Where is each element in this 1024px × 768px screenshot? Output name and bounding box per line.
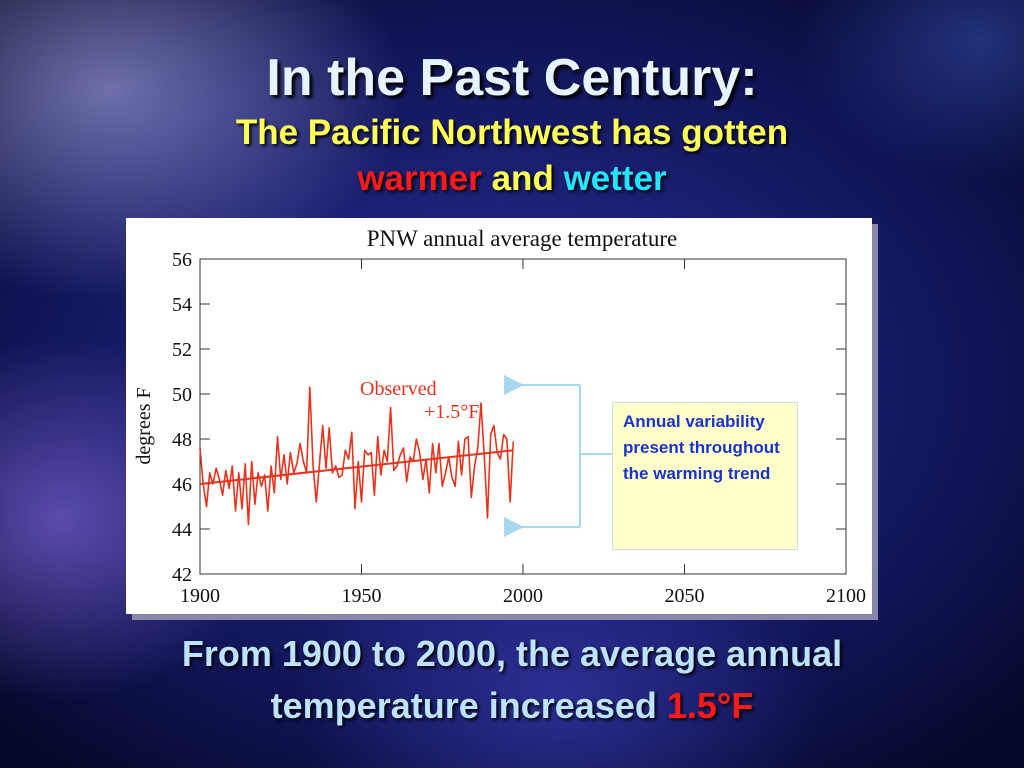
slide-subtitle-line1: The Pacific Northwest has gotten — [235, 113, 789, 152]
x-tick-label: 1950 — [342, 585, 382, 607]
series-line-observed — [199, 386, 515, 526]
trend-line — [199, 449, 514, 485]
x-tick-label: 1900 — [180, 585, 220, 607]
footer-line1: From 1900 to 2000, the average annual — [181, 633, 843, 674]
x-tick-label: 2000 — [503, 585, 543, 607]
chart-title: PNW annual average temperature — [367, 226, 678, 251]
temperature-chart: PNW annual average temperature degrees F… — [133, 226, 866, 607]
series-label-observed: Observed — [360, 378, 437, 400]
footer-line2: temperature increased 1.5°F — [0, 686, 1024, 726]
subtitle-and: and — [491, 159, 554, 198]
y-tick-label: 54 — [172, 294, 192, 316]
subtitle-warmer: warmer — [357, 159, 482, 198]
x-tick-label: 2050 — [665, 585, 705, 607]
footer-highlight: 1.5°F — [666, 685, 754, 726]
y-tick-label: 50 — [172, 384, 192, 406]
x-tick-label: 2100 — [826, 585, 866, 607]
footer-line2-text: temperature increased — [270, 685, 657, 726]
slide-subtitle-line2: warmer and wetter — [0, 159, 1024, 199]
y-tick-label: 44 — [172, 519, 192, 541]
annotation-box: Annual variability present throughout th… — [612, 402, 798, 550]
y-tick-label: 46 — [172, 474, 192, 496]
chart-marks — [199, 386, 515, 526]
trend-label: +1.5°F — [424, 401, 479, 423]
y-tick-label: 56 — [172, 249, 192, 271]
chart-axes: 42 44 46 48 50 52 54 56 1900 1950 2000 2050 2100 — [172, 249, 866, 607]
annotation-text: Annual variability present throughout th… — [623, 412, 780, 483]
chart-y-axis-label: degrees F — [133, 387, 155, 464]
subtitle-wetter: wetter — [563, 159, 667, 198]
y-tick-label: 52 — [172, 339, 192, 361]
slide-title: In the Past Century: — [266, 49, 758, 107]
y-tick-label: 42 — [172, 564, 192, 586]
y-tick-label: 48 — [172, 429, 192, 451]
